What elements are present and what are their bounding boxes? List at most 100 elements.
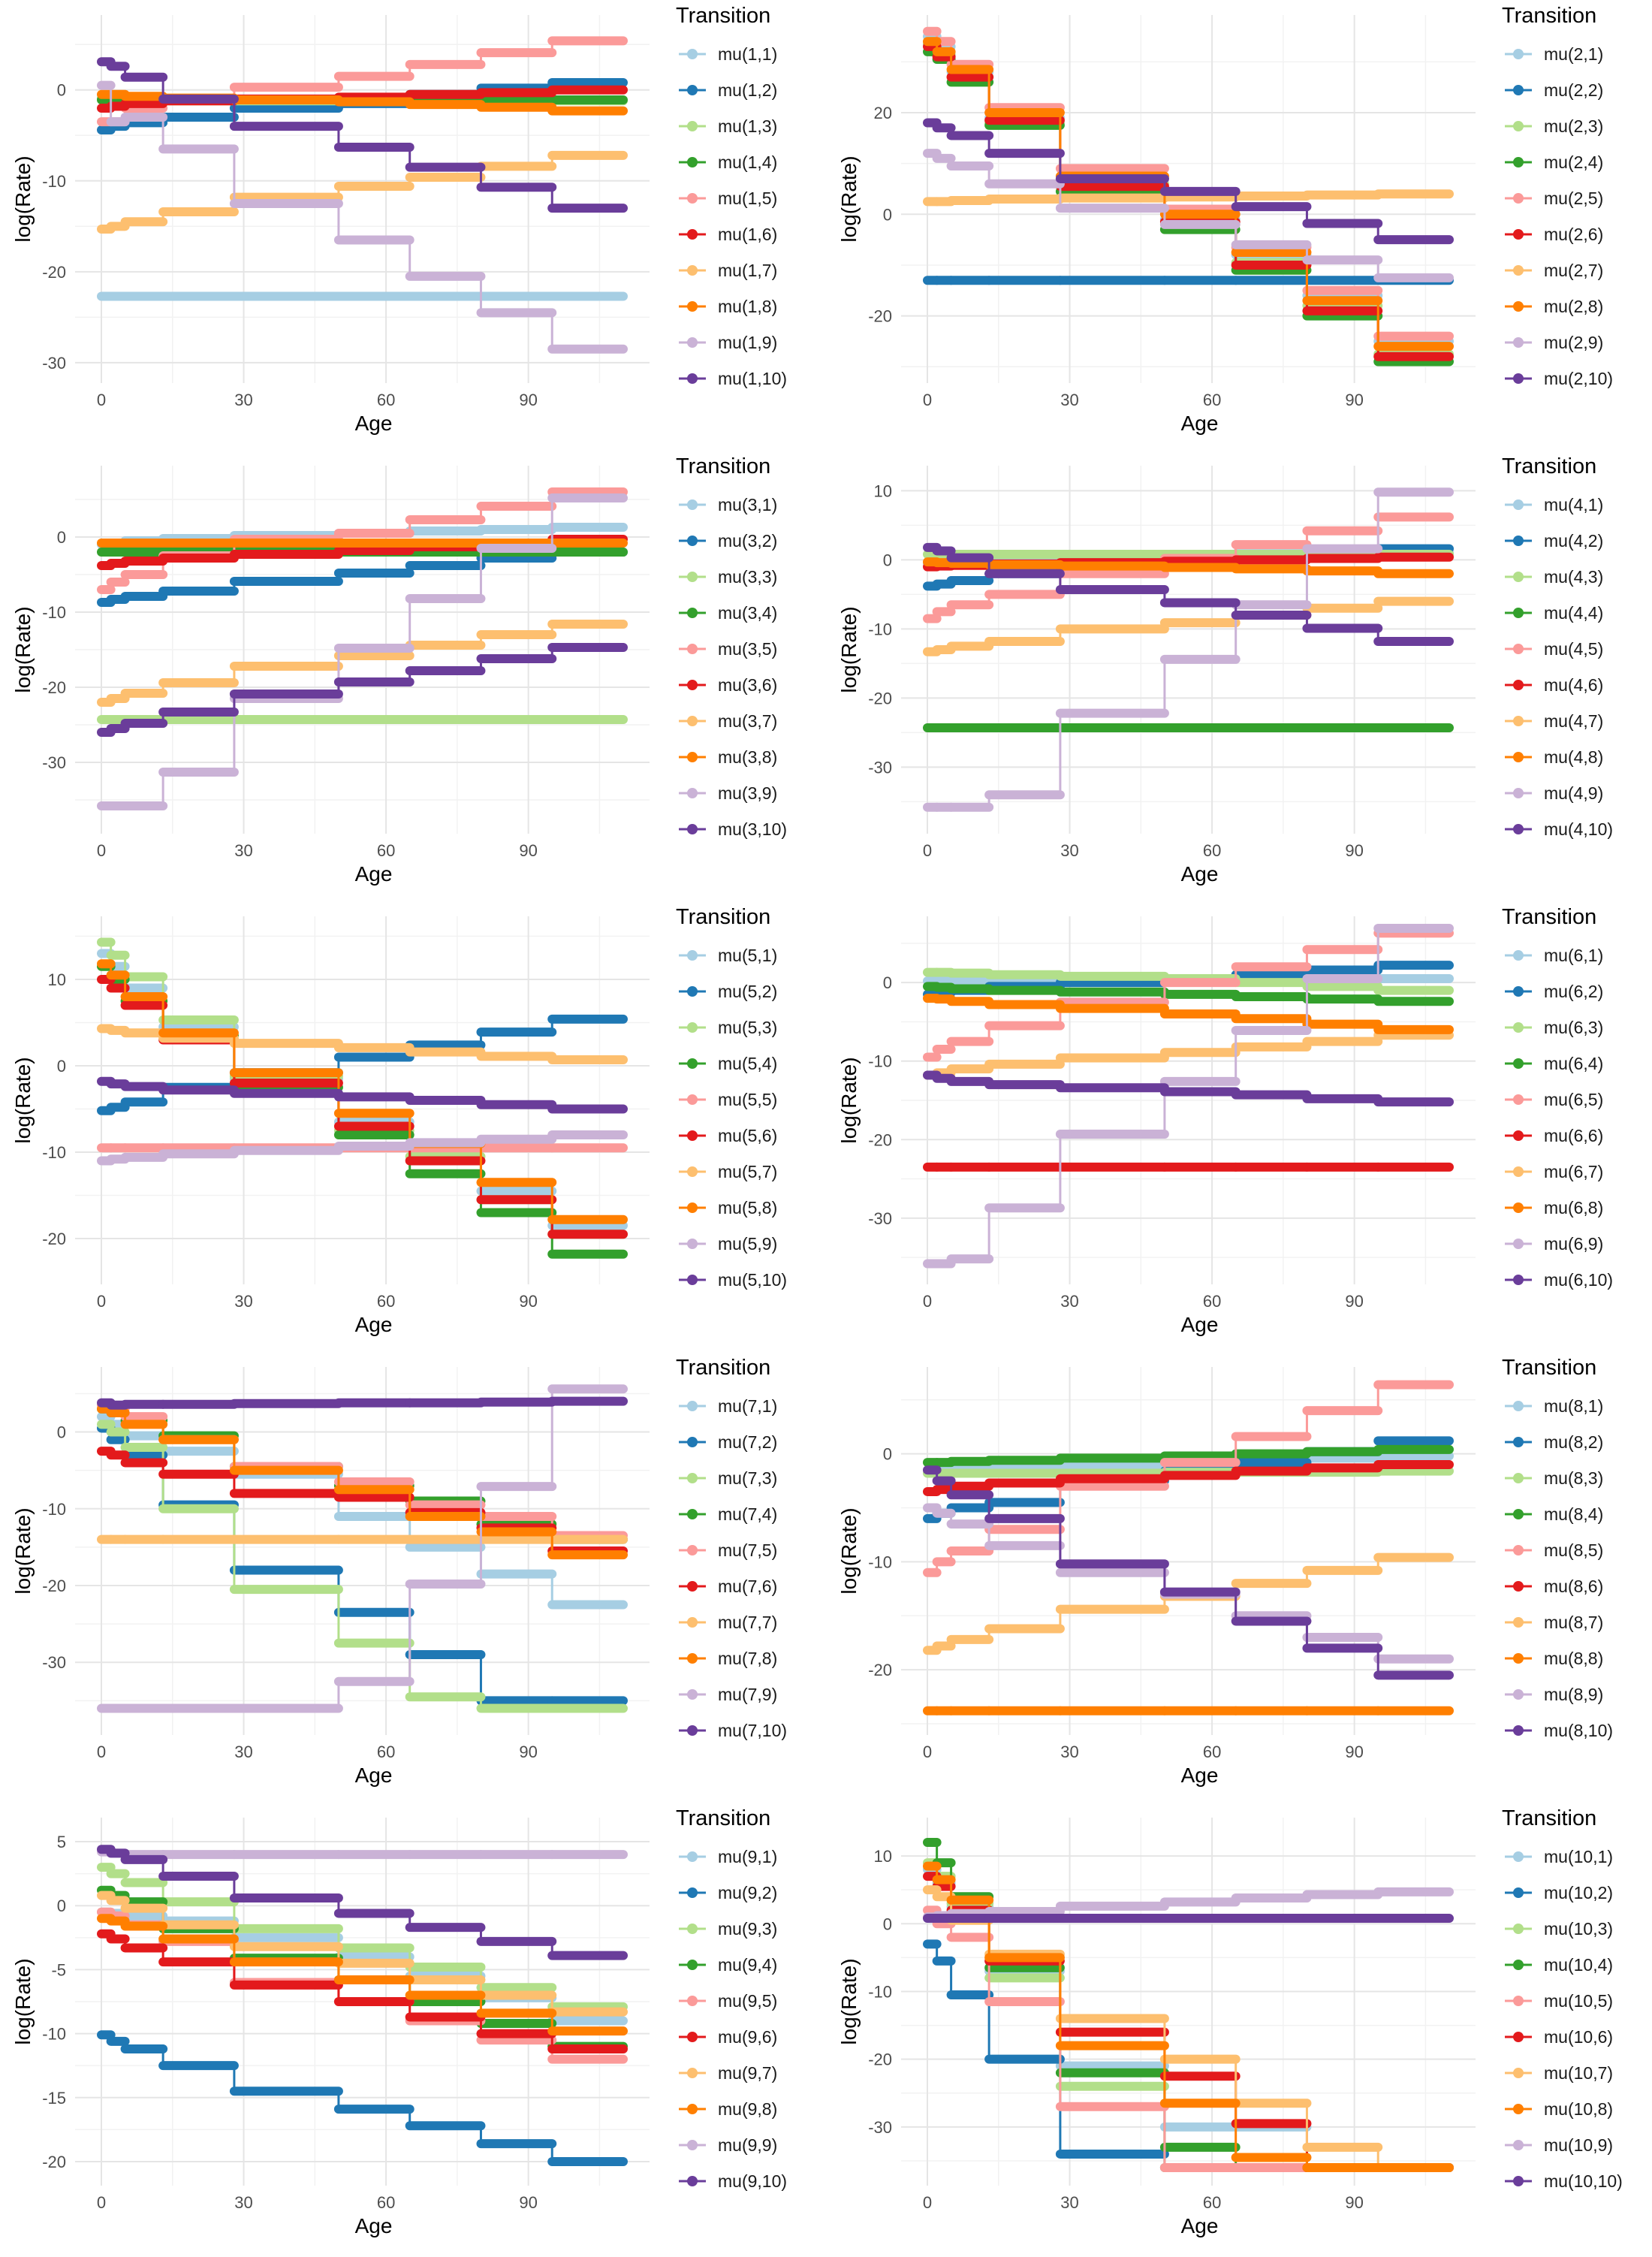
- legend-label: mu(7,1): [718, 1396, 777, 1416]
- series-mu(5,9): [97, 1130, 628, 1166]
- legend-label: mu(9,8): [718, 2099, 777, 2119]
- legend-key-point: [687, 265, 698, 276]
- legend-key-point: [1513, 2176, 1524, 2186]
- legend-label: mu(10,4): [1544, 1955, 1613, 1975]
- legend-item: mu(1,8): [679, 297, 777, 316]
- legend-key-point: [687, 1996, 698, 2006]
- series-mu(6,7): [923, 1030, 1454, 1080]
- legend-item: mu(4,10): [1505, 819, 1613, 839]
- legend-item: mu(10,1): [1505, 1847, 1613, 1866]
- y-tick-label: 0: [883, 205, 892, 224]
- panel-10: 0 30 60 90 10 0 -10 -20 -30 Age log(Rate) Transitio…: [837, 1806, 1623, 2237]
- legend-label: mu(5,10): [718, 1270, 787, 1290]
- legend-title: Transition: [676, 1356, 770, 1380]
- legend-item: mu(2,10): [1505, 369, 1613, 388]
- legend-key-point: [687, 229, 698, 240]
- legend-key-point: [1513, 2068, 1524, 2078]
- y-tick-label: 10: [48, 970, 66, 989]
- legend-item: mu(1,3): [679, 116, 777, 136]
- legend-item: mu(8,4): [1505, 1504, 1603, 1524]
- legend-label: mu(5,4): [718, 1054, 777, 1073]
- legend-key-point: [687, 157, 698, 167]
- x-tick-label: 90: [519, 2193, 537, 2212]
- x-axis-title: Age: [355, 1764, 393, 1787]
- legend: Transition mu(8,1) mu(8,2) mu(8,3) mu(8,4) mu…: [1502, 1356, 1613, 1740]
- series-mu(4,9): [923, 487, 1454, 812]
- legend-item: mu(4,9): [1505, 783, 1603, 803]
- legend-label: mu(6,3): [1544, 1018, 1603, 1037]
- panel-4: 0 30 60 90 10 0 -10 -20 -30 Age log(Rate) Transitio…: [837, 454, 1613, 886]
- series-line: [101, 1423, 623, 1710]
- legend-label: mu(9,4): [718, 1955, 777, 1975]
- legend-key-point: [1513, 1653, 1524, 1664]
- y-tick-label: 10: [874, 481, 892, 500]
- legend-label: mu(2,1): [1544, 44, 1603, 64]
- legend-key-point: [687, 499, 698, 510]
- legend-label: mu(9,5): [718, 1991, 777, 2011]
- legend-key-point: [1513, 1924, 1524, 1934]
- y-tick-label: 10: [874, 1847, 892, 1866]
- y-tick-label: -30: [42, 1653, 66, 1672]
- legend-item: mu(9,2): [679, 1883, 777, 1902]
- series-mu(9,10): [97, 1845, 628, 1960]
- legend: Transition mu(1,1) mu(1,2) mu(1,3) mu(1,4) mu…: [676, 4, 787, 388]
- x-axis-title: Age: [355, 2214, 393, 2237]
- legend-title: Transition: [676, 905, 770, 929]
- legend-key-point: [1513, 1509, 1524, 1519]
- legend-item: mu(3,2): [679, 531, 777, 551]
- legend-key-point: [687, 2068, 698, 2078]
- legend-label: mu(7,7): [718, 1613, 777, 1632]
- legend-item: mu(10,8): [1505, 2099, 1613, 2119]
- legend-label: mu(5,5): [718, 1090, 777, 1109]
- y-tick-label: 0: [883, 973, 892, 992]
- legend-label: mu(7,8): [718, 1649, 777, 1668]
- legend-key-point: [687, 716, 698, 726]
- legend-item: mu(10,4): [1505, 1955, 1613, 1975]
- legend-label: mu(4,4): [1544, 603, 1603, 623]
- series-mu(4,8): [923, 557, 1454, 578]
- series-mu(7,2): [97, 1423, 628, 1706]
- series-mu(7,9): [97, 1384, 628, 1713]
- x-tick-label: 60: [1203, 1743, 1221, 1761]
- legend-key-point: [1513, 1437, 1524, 1447]
- legend-label: mu(1,9): [718, 333, 777, 352]
- legend-key-point: [687, 49, 698, 59]
- legend-key-point: [687, 986, 698, 997]
- legend-label: mu(10,1): [1544, 1847, 1613, 1866]
- legend-item: mu(7,3): [679, 1468, 777, 1488]
- legend-label: mu(5,3): [718, 1018, 777, 1037]
- legend-item: mu(2,9): [1505, 333, 1603, 352]
- legend-label: mu(5,1): [718, 946, 777, 965]
- series-mu(9,2): [97, 2030, 628, 2166]
- legend-title: Transition: [676, 454, 770, 478]
- legend-key-point: [1513, 1851, 1524, 1862]
- legend-item: mu(5,4): [679, 1054, 777, 1073]
- legend-key-point: [1513, 1202, 1524, 1213]
- legend-label: mu(8,10): [1544, 1721, 1613, 1740]
- series-mu(9,3): [97, 1863, 628, 2011]
- legend-key-point: [1513, 1166, 1524, 1177]
- legend-title: Transition: [1502, 454, 1596, 478]
- x-tick-label: 60: [377, 2193, 395, 2212]
- x-tick-label: 90: [519, 1743, 537, 1761]
- legend-key-point: [687, 1725, 698, 1736]
- legend-item: mu(5,10): [679, 1270, 787, 1290]
- legend-key-point: [687, 644, 698, 654]
- y-tick-label: 5: [57, 1833, 66, 1851]
- legend-key-point: [687, 1689, 698, 1700]
- legend-key-point: [687, 85, 698, 95]
- y-axis-title: log(Rate): [837, 155, 861, 242]
- legend-item: mu(10,10): [1505, 2171, 1623, 2191]
- series-mu(5,8): [97, 959, 628, 1224]
- legend-label: mu(1,8): [718, 297, 777, 316]
- series-mu(8,10): [923, 1465, 1454, 1680]
- legend-title: Transition: [1502, 905, 1596, 929]
- legend-key-point: [1513, 608, 1524, 618]
- series-mu(3,7): [97, 620, 628, 707]
- legend-label: mu(3,6): [718, 675, 777, 695]
- y-tick-label: -20: [42, 263, 66, 282]
- x-tick-label: 30: [1060, 1292, 1078, 1311]
- legend-label: mu(8,8): [1544, 1649, 1603, 1668]
- legend-label: mu(9,2): [718, 1883, 777, 1902]
